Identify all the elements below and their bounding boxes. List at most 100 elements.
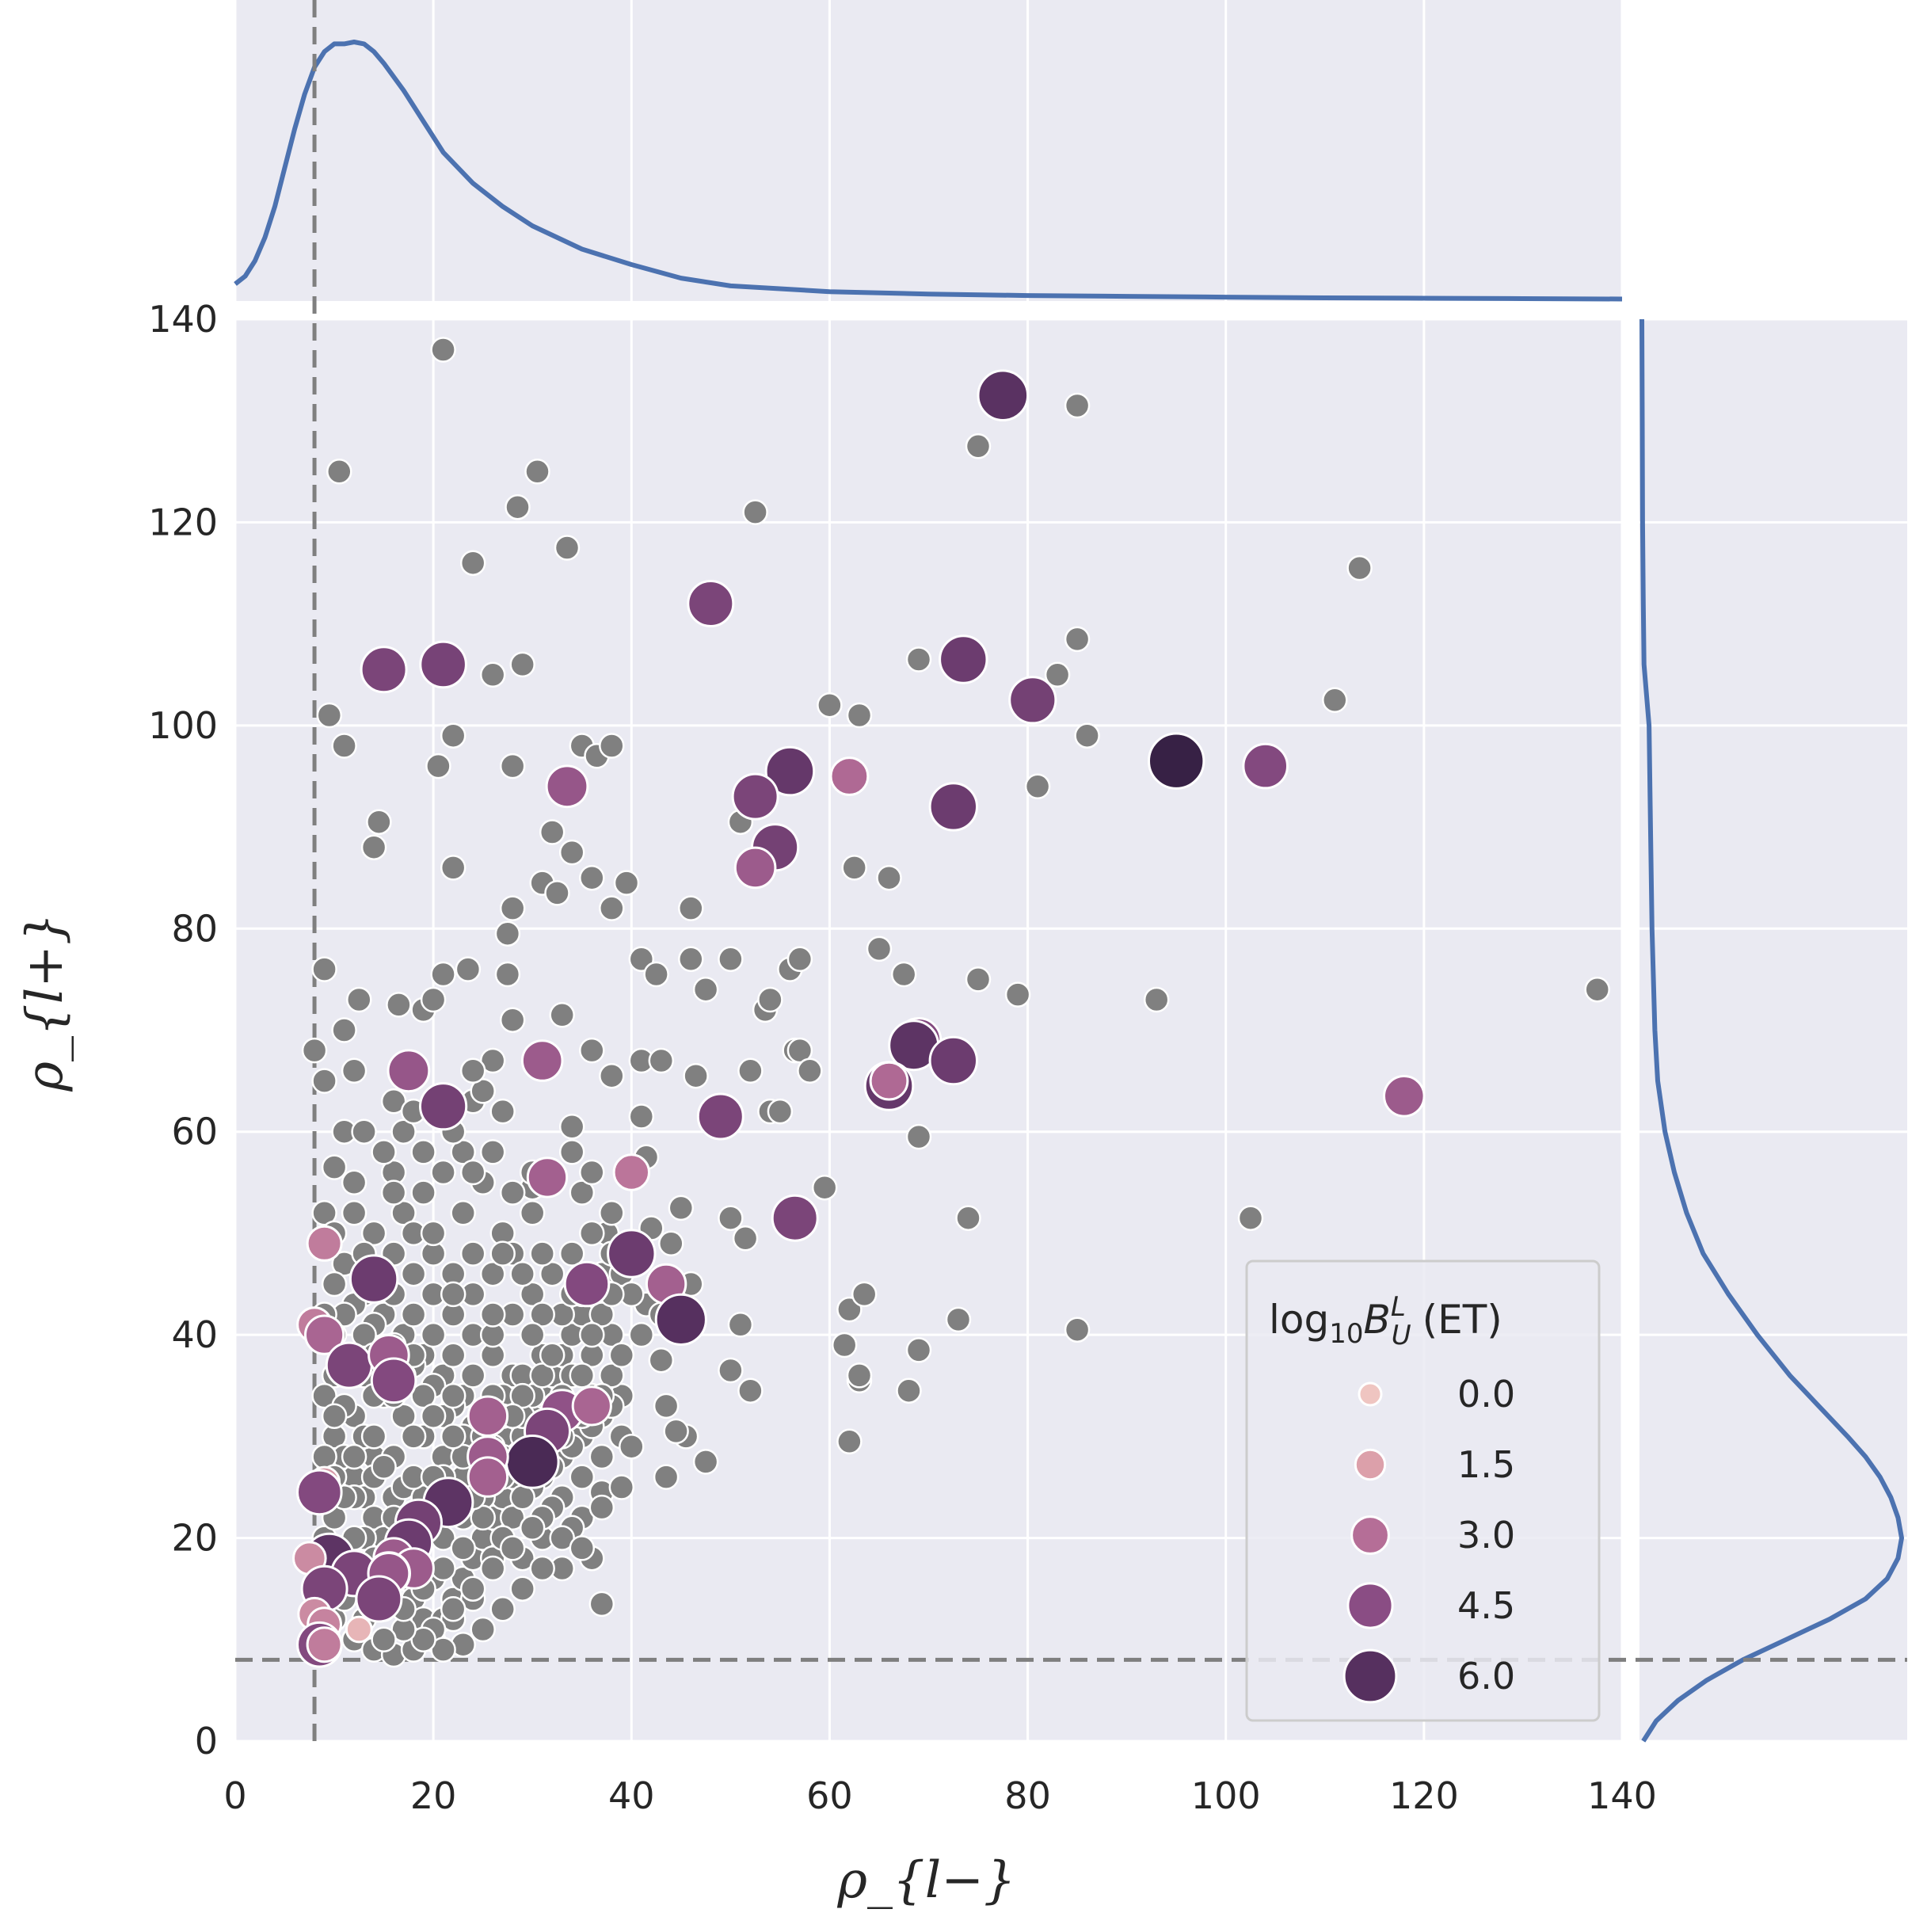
gray-point: [786, 946, 813, 973]
gray-point: [459, 1576, 486, 1602]
gray-point: [440, 1342, 467, 1369]
legend-label: 1.5: [1457, 1443, 1515, 1486]
gray-point: [549, 1525, 575, 1551]
hue-point: [296, 1469, 343, 1516]
legend-label: 4.5: [1457, 1584, 1515, 1627]
gray-point: [529, 1362, 555, 1389]
hue-points-layer: [292, 369, 1426, 1668]
gray-point: [430, 1159, 456, 1186]
y-tick-label: 20: [171, 1517, 218, 1560]
gray-point: [905, 646, 932, 673]
hue-point: [419, 1082, 468, 1131]
gray-point: [386, 992, 412, 1018]
gray-point: [732, 1225, 759, 1252]
hue-point: [977, 369, 1030, 422]
gray-point: [648, 1347, 675, 1374]
gray-point: [588, 1591, 615, 1618]
gray-point: [499, 1179, 526, 1206]
gray-point: [430, 337, 456, 363]
gray-point: [767, 1098, 794, 1125]
hue-point: [348, 1254, 399, 1304]
gray-point: [321, 1271, 348, 1298]
hue-point: [325, 1341, 373, 1389]
legend-label: 6.0: [1457, 1655, 1515, 1698]
hue-point: [829, 756, 870, 796]
gray-point: [544, 880, 570, 906]
gray-point: [851, 1281, 878, 1308]
hue-point: [687, 580, 735, 627]
gray-point: [539, 1342, 566, 1369]
gray-point: [1143, 986, 1170, 1013]
hue-point: [304, 1314, 345, 1355]
gray-point: [346, 986, 372, 1013]
x-axis-label: ρ_{l−}: [836, 1851, 1015, 1910]
gray-point: [505, 493, 531, 520]
gray-point: [1064, 392, 1091, 419]
gray-point: [1322, 687, 1348, 714]
y-tick-label: 60: [171, 1111, 218, 1153]
gray-point: [619, 1433, 645, 1460]
threshold-lines: [235, 0, 1907, 1741]
gray-point: [558, 839, 585, 866]
gray-point: [321, 1154, 348, 1180]
gray-point: [470, 1504, 496, 1531]
hue-point: [654, 1293, 707, 1347]
gray-point: [430, 961, 456, 988]
gray-point: [599, 1200, 625, 1226]
gray-point: [489, 1098, 516, 1125]
legend-title: log10BL U (ET): [1269, 1291, 1502, 1351]
gray-point: [400, 1301, 427, 1328]
gray-point: [628, 1103, 655, 1130]
gray-point: [400, 1423, 427, 1450]
hue-point: [370, 1357, 417, 1404]
gray-point: [737, 1057, 764, 1084]
gray-point: [440, 1281, 467, 1308]
gray-point: [301, 1037, 328, 1064]
legend-label: 3.0: [1457, 1514, 1515, 1557]
y-tick-label: 120: [148, 501, 218, 543]
gray-point: [509, 1382, 535, 1409]
hue-point: [1383, 1075, 1426, 1118]
gray-point: [569, 1362, 596, 1389]
gray-point: [896, 1378, 922, 1404]
hue-point: [731, 772, 779, 821]
hue-point: [355, 1575, 403, 1623]
x-tick-label: 120: [1389, 1774, 1459, 1817]
hue-point: [869, 1061, 909, 1101]
gray-point: [876, 864, 902, 891]
gray-point: [1584, 976, 1610, 1003]
legend-marker: [1350, 1515, 1390, 1555]
gray-point: [321, 1403, 348, 1429]
gray-point: [890, 961, 917, 988]
gray-point: [351, 1118, 377, 1145]
gray-point: [440, 722, 467, 749]
gray-point: [440, 1423, 467, 1450]
gray-point: [554, 535, 581, 561]
gray-point: [499, 753, 526, 779]
gray-point: [588, 1443, 615, 1470]
gray-point: [836, 1296, 863, 1323]
gray-point: [479, 1139, 506, 1165]
hue-point: [419, 640, 467, 689]
gray-point: [494, 920, 521, 947]
hue-point: [467, 1456, 509, 1498]
legend-entries: 0.0 1.5 3.0 4.5 6.0: [1342, 1373, 1515, 1704]
right-marginal-kde-curve: [1639, 318, 1904, 1743]
gray-point: [489, 1596, 516, 1622]
x-tick-label: 140: [1587, 1774, 1657, 1817]
gray-point: [866, 936, 893, 962]
gray-point: [380, 1179, 407, 1206]
gray-point: [905, 1123, 932, 1150]
right-marginal-background: [1639, 319, 1907, 1741]
hue-point: [505, 1435, 560, 1489]
gray-point: [420, 1321, 447, 1348]
gray-point: [341, 1169, 368, 1196]
gray-point: [836, 1428, 863, 1455]
gray-point: [529, 1301, 555, 1328]
legend-marker: [1354, 1448, 1387, 1481]
gray-point: [678, 946, 704, 973]
legend-title-sub2: U: [1392, 1320, 1411, 1351]
gray-point: [371, 1454, 397, 1480]
y-tick-label: 0: [195, 1720, 218, 1762]
